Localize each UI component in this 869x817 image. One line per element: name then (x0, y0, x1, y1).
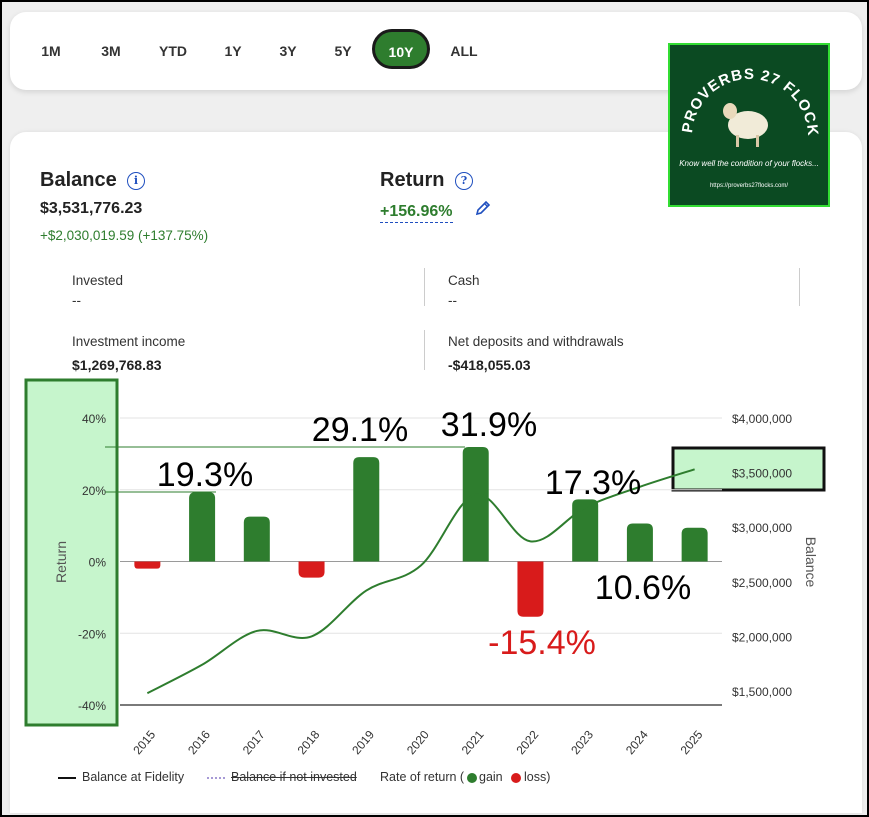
y2-axis-title: Balance (803, 537, 819, 588)
y-tick-label: -20% (78, 627, 106, 641)
y2-tick-label: $3,000,000 (732, 521, 792, 535)
x-tick-label: 2017 (240, 727, 268, 757)
x-tick-label: 2023 (568, 727, 596, 757)
info-icon[interactable]: i (127, 172, 145, 190)
stats-divider (799, 268, 800, 306)
gain-bar (353, 457, 380, 562)
balance-title: Balance (40, 169, 117, 191)
loss-bar (134, 561, 161, 569)
return-title: Return (380, 169, 445, 191)
legend-rate: Rate of return ( (380, 770, 465, 784)
balance-change: +$2,030,019.59 (+137.75%) (40, 228, 209, 243)
range-tab-10y[interactable]: 10Y (372, 29, 430, 69)
legend-not-invested: Balance if not invested (231, 770, 357, 784)
y-tick-label: -40% (78, 699, 106, 713)
help-icon[interactable]: ? (455, 172, 473, 190)
y2-tick-label: $3,500,000 (732, 467, 792, 481)
gain-bar (626, 523, 653, 562)
balance-value: $3,531,776.23 (40, 200, 143, 217)
y2-tick-label: $2,500,000 (732, 576, 792, 590)
balance-legend-swatch (58, 777, 76, 779)
y-tick-label: 20% (82, 484, 106, 498)
logo-url: https://proverbs27flocks.com/ (710, 183, 788, 189)
balance-highlight (671, 446, 826, 492)
investment-income-value: $1,269,768.83 (72, 357, 162, 373)
y-tick-label: 0% (89, 556, 107, 570)
return-annotation: 29.1% (312, 411, 408, 449)
return-annotation: 19.3% (157, 456, 253, 494)
stats-divider (424, 268, 425, 306)
gain-bar (572, 499, 599, 562)
gain-bar (189, 492, 216, 562)
stats-divider (424, 330, 425, 370)
edit-pencil-icon[interactable] (474, 199, 492, 217)
gain-bar (243, 516, 270, 562)
y2-tick-label: $4,000,000 (732, 412, 792, 426)
range-tab-3y[interactable]: 3Y (279, 43, 297, 59)
cash-value: -- (448, 293, 457, 308)
x-tick-label: 2018 (295, 727, 323, 757)
x-tick-label: 2016 (185, 727, 213, 757)
x-tick-label: 2015 (130, 727, 158, 757)
gain-bar (681, 527, 708, 562)
proverbs-27-flocks-logo: PROVERBS 27 FLOCKS Know well the conditi… (668, 43, 830, 207)
x-tick-label: 2021 (459, 727, 487, 757)
gain-bar (462, 447, 489, 562)
x-tick-label: 2019 (349, 727, 377, 757)
y-tick-label: 40% (82, 412, 106, 426)
return-axis-highlight (24, 378, 119, 727)
return-annotation: 10.6% (595, 569, 691, 607)
y2-tick-label: $1,500,000 (732, 685, 792, 699)
range-tab-all[interactable]: ALL (450, 43, 478, 59)
x-tick-label: 2024 (623, 727, 651, 757)
net-deposits-value: -$418,055.03 (448, 357, 531, 373)
return-annotation: -15.4% (488, 624, 596, 662)
legend-balance: Balance at Fidelity (82, 770, 185, 784)
invested-label: Invested (72, 273, 124, 288)
x-tick-label: 2025 (678, 727, 706, 757)
loss-bar (517, 561, 544, 617)
cash-label: Cash (448, 273, 480, 288)
range-tab-ytd[interactable]: YTD (159, 43, 187, 59)
range-tab-5y[interactable]: 5Y (334, 43, 352, 59)
net-deposits-label: Net deposits and withdrawals (448, 334, 624, 349)
logo-graphic: PROVERBS 27 FLOCKS Know well the conditi… (670, 45, 820, 189)
time-range-bar: 1M 3M YTD 1Y 3Y 5Y 10Y ALL (10, 12, 862, 90)
y-axis-title: Return (53, 541, 69, 583)
range-tab-1y[interactable]: 1Y (224, 43, 242, 59)
return-annotation: 31.9% (441, 406, 537, 444)
not-invested-legend-swatch (207, 777, 227, 779)
gain-dot-icon (467, 773, 477, 783)
return-value[interactable]: +156.96% (380, 203, 453, 223)
return-annotation: 17.3% (545, 464, 641, 502)
investment-income-label: Investment income (72, 334, 186, 349)
x-tick-label: 2022 (513, 727, 541, 757)
x-tick-label: 2020 (404, 727, 432, 757)
loss-dot-icon (511, 773, 521, 783)
balance-line (146, 468, 695, 695)
legend-loss: loss) (524, 770, 551, 784)
range-tab-1m[interactable]: 1M (41, 43, 61, 59)
logo-tagline: Know well the condition of your flocks..… (679, 159, 819, 168)
loss-bar (298, 561, 325, 578)
legend-gain: gain (479, 770, 503, 784)
range-tab-3m[interactable]: 3M (101, 43, 121, 59)
y2-tick-label: $2,000,000 (732, 630, 792, 644)
invested-value: -- (72, 293, 81, 308)
